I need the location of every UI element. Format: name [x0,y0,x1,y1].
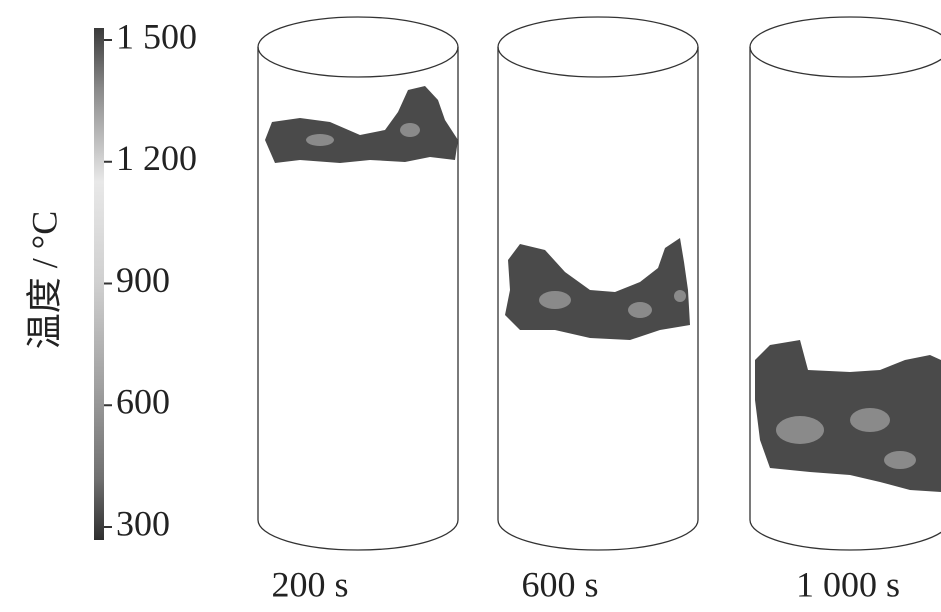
tick-label: 1 200 [116,138,197,178]
colorbar [94,28,104,540]
tick-label: 900 [116,260,170,300]
cylinder [258,17,458,550]
figure: 温度 / °C 1 500 1 200 300 600 900 200 s 600 s 1 0… [0,0,941,612]
panel-label: 600 s [521,564,598,604]
colorbar-title: 温度 / °C [24,211,64,349]
panel-label: 1 000 s [796,564,900,604]
cylinder [750,17,941,550]
tick-label: 1 500 [116,16,197,56]
page: {"colorbar": {"title": "温度 / °C", "range… [0,0,941,612]
tick-label: 600 [116,382,170,422]
cylinder [498,17,698,550]
panel-label: 200 s [271,564,348,604]
tick-label: 300 [116,503,170,543]
